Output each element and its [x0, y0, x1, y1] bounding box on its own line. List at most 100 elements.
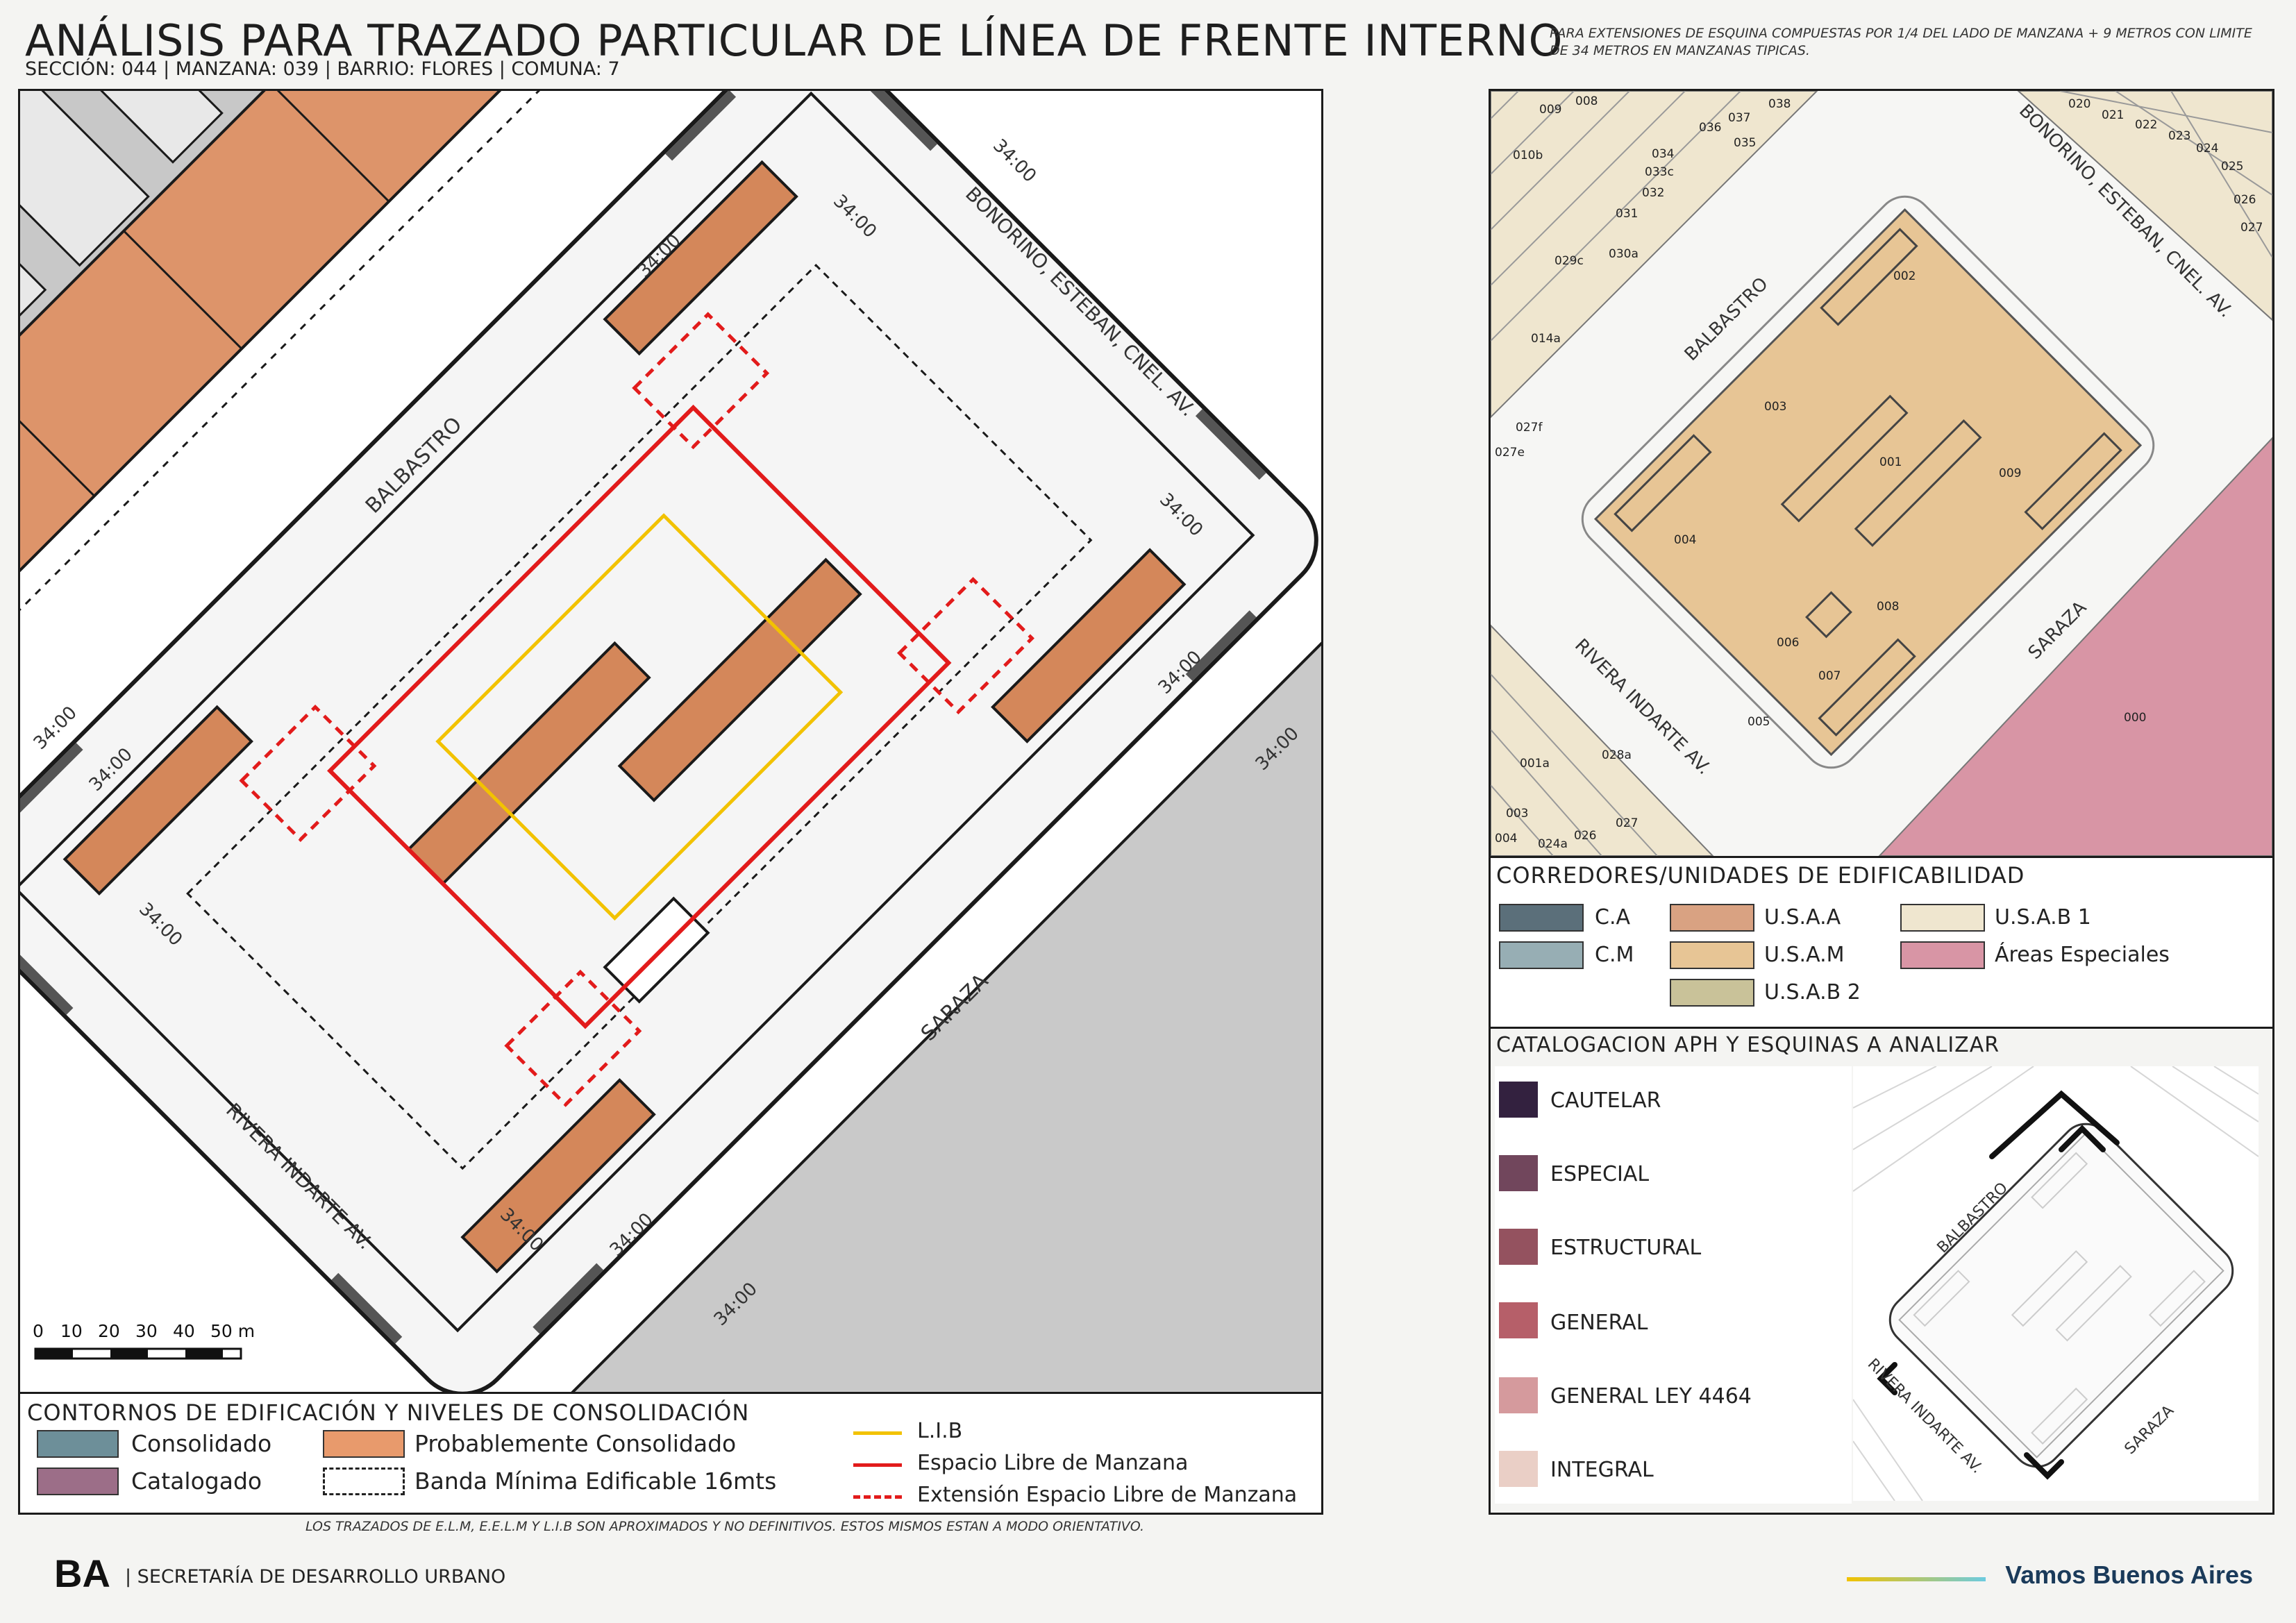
legend-aph-panel: CATALOGACION APH Y ESQUINAS A ANALIZAR C…	[1489, 1029, 2274, 1515]
parcel-map: 009 008 010b 037 038 036 035 034 033c 03…	[1491, 91, 2272, 856]
parcel-number: 025	[2221, 160, 2243, 174]
label-cautelar: CAUTELAR	[1550, 1088, 1661, 1113]
neighbour-block-nw	[20, 91, 950, 1007]
swatch-especial	[1499, 1155, 1538, 1191]
parcel-number: 034	[1652, 147, 1674, 161]
label-especial: ESPECIAL	[1550, 1162, 1650, 1186]
label-usab1: U.S.A.B 1	[1995, 905, 2091, 930]
label-general: GENERAL	[1550, 1311, 1648, 1335]
parcel-number: 001	[1879, 455, 1902, 469]
legend-swatch-consolidado	[37, 1430, 119, 1458]
legend-label-probablemente: Probablemente Consolidado	[414, 1430, 737, 1457]
parcel-number: 008	[1575, 94, 1598, 108]
swatch-usaa	[1670, 904, 1754, 932]
central-block	[20, 91, 1318, 1392]
parcel-number: 014a	[1531, 332, 1561, 346]
main-map: BALBASTRO BONORINO, ESTEBAN, CNEL. AV. S…	[20, 91, 1321, 1392]
parcel-number: 004	[1674, 533, 1696, 547]
label-usaa: U.S.A.A	[1764, 905, 1841, 930]
brand-vamos-buenos-aires: Vamos Buenos Aires	[2005, 1561, 2253, 1589]
parcel-number: 027f	[1516, 421, 1543, 435]
label-usab2: U.S.A.B 2	[1764, 980, 1861, 1004]
parcel-number: 028a	[1602, 748, 1632, 762]
legend-swatch-probablemente	[323, 1430, 405, 1458]
parcel-number: 027e	[1495, 446, 1525, 460]
parcel-number: 002	[1893, 269, 1916, 283]
swatch-usab1	[1900, 904, 1985, 932]
parcel-number: 004	[1495, 832, 1517, 846]
parcel-number: 033c	[1645, 165, 1674, 179]
legend-corredores-panel: CORREDORES/UNIDADES DE EDIFICABILIDAD C.…	[1489, 858, 2274, 1029]
parcel-number: 035	[1734, 136, 1756, 150]
label-general-ley: GENERAL LEY 4464	[1550, 1384, 1752, 1408]
legend-line-lib	[853, 1431, 902, 1435]
parcel-number: 038	[1768, 97, 1791, 111]
legend-label-consolidado: Consolidado	[131, 1430, 272, 1457]
parcel-number: 027	[2240, 221, 2263, 235]
parcel-number: 005	[1748, 715, 1770, 729]
swatch-areas-especiales	[1900, 941, 1985, 969]
legend-aph-title: CATALOGACION APH Y ESQUINAS A ANALIZAR	[1496, 1033, 2000, 1057]
scale-tick: 40	[173, 1321, 195, 1341]
footer-note: LOS TRAZADOS DE E.L.M, E.E.L.M Y L.I.B S…	[305, 1519, 1145, 1534]
swatch-general-ley	[1499, 1377, 1538, 1413]
main-map-panel: BALBASTRO BONORINO, ESTEBAN, CNEL. AV. S…	[18, 89, 1323, 1394]
scale-tick: 20	[98, 1321, 120, 1341]
swatch-general	[1499, 1302, 1538, 1338]
legend-swatch-catalogado	[37, 1468, 119, 1495]
parcel-number: 006	[1777, 636, 1799, 650]
parcel-number: 029c	[1555, 254, 1584, 268]
legend-label-eelm: Extensión Espacio Libre de Manzana	[917, 1483, 1298, 1507]
parcel-number: 009	[1539, 103, 1561, 117]
brand-gradient-line	[1847, 1577, 1986, 1581]
parcel-number: 003	[1506, 807, 1528, 821]
scale-tick: 50 m	[210, 1321, 255, 1341]
legend-label-catalogado: Catalogado	[131, 1468, 262, 1495]
parcel-number: 009	[1999, 466, 2021, 480]
legend-swatch-banda	[323, 1468, 405, 1495]
legend-line-eelm	[853, 1495, 902, 1499]
parcel-number: 036	[1699, 121, 1721, 135]
parcel-number: 024	[2196, 142, 2218, 155]
swatch-estructural	[1499, 1229, 1538, 1265]
footer-secretaria: | SECRETARÍA DE DESARROLLO URBANO	[125, 1566, 506, 1588]
header-note: PARA EXTENSIONES DE ESQUINA COMPUESTAS P…	[1550, 26, 2252, 58]
swatch-usab2	[1670, 979, 1754, 1007]
parcel-number: 022	[2135, 118, 2157, 132]
label-ca: C.A	[1595, 905, 1631, 930]
parcel-number: 027	[1616, 816, 1638, 830]
legend-title: CONTORNOS DE EDIFICACIÓN Y NIVELES DE CO…	[27, 1399, 750, 1426]
scale-bar: 0 10 20 30 40 50 m	[22, 1306, 284, 1386]
legend-label-banda: Banda Mínima Edificable 16mts	[414, 1468, 777, 1495]
legend-corredores-title: CORREDORES/UNIDADES DE EDIFICABILIDAD	[1496, 862, 2025, 889]
parcel-number: 020	[2068, 97, 2090, 111]
parcel-map-panel: 009 008 010b 037 038 036 035 034 033c 03…	[1489, 89, 2274, 858]
parcel-number: 030a	[1609, 247, 1639, 261]
main-legend: CONTORNOS DE EDIFICACIÓN Y NIVELES DE CO…	[18, 1394, 1323, 1515]
swatch-cm	[1499, 941, 1584, 969]
parcel-number: 032	[1642, 186, 1664, 200]
parcel-number: 037	[1728, 111, 1750, 125]
parcel-number: 007	[1818, 669, 1841, 683]
ba-logo: BA	[54, 1551, 110, 1595]
parcel-number: 021	[2102, 108, 2124, 122]
parcel-number: 026	[2234, 193, 2256, 207]
swatch-usam	[1670, 941, 1754, 969]
swatch-cautelar	[1499, 1082, 1538, 1118]
swatch-integral	[1499, 1451, 1538, 1487]
legend-label-elm: Espacio Libre de Manzana	[917, 1451, 1189, 1475]
scale-tick: 0	[33, 1321, 44, 1341]
page-title: ANÁLISIS PARA TRAZADO PARTICULAR DE LÍNE…	[25, 15, 1564, 66]
parcel-number: 010b	[1513, 149, 1543, 162]
page-subtitle: SECCIÓN: 044 | MANZANA: 039 | BARRIO: FL…	[25, 58, 620, 80]
legend-line-elm	[853, 1463, 902, 1467]
label-cm: C.M	[1595, 943, 1634, 967]
parcel-number: 003	[1764, 400, 1786, 414]
parcel-number: 031	[1616, 207, 1638, 221]
scale-tick: 10	[60, 1321, 83, 1341]
swatch-ca	[1499, 904, 1584, 932]
parcel-number: 026	[1574, 829, 1596, 843]
parcel-number: 023	[2168, 129, 2190, 143]
scale-tick: 30	[135, 1321, 158, 1341]
label-usam: U.S.A.M	[1764, 943, 1845, 967]
